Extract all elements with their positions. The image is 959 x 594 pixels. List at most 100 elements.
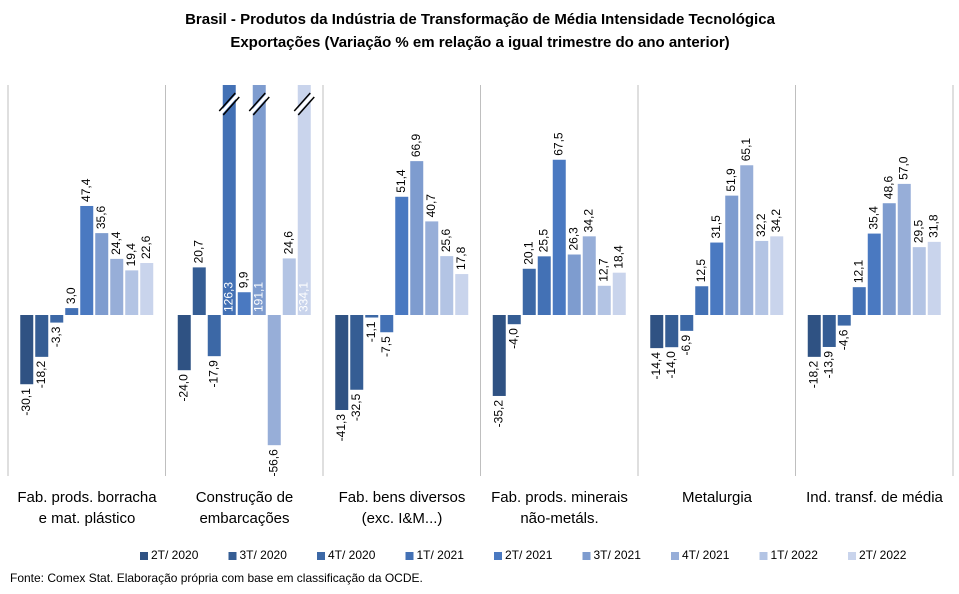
data-label: 19,4 [124,243,138,267]
bar [755,240,769,315]
legend-swatch [317,552,325,560]
bar [365,315,379,318]
data-label: 40,7 [424,194,438,218]
data-label: 12,7 [596,258,610,282]
bar [537,256,551,315]
bar [740,165,754,315]
data-label: 29,5 [911,219,925,243]
axis-break [252,96,270,116]
data-label: 20,7 [191,240,205,264]
bar [710,242,724,315]
data-label: 32,2 [754,213,768,237]
data-label: 34,2 [581,209,595,233]
data-label: -6,9 [679,335,693,356]
bar [125,270,139,315]
bar [597,285,611,315]
data-label: -3,3 [49,326,63,347]
data-label: -4,6 [836,329,850,350]
bar [297,85,311,315]
data-label: -1,1 [364,321,378,342]
bar [80,205,94,315]
x-tick-label: Fab. bens diversos (exc. I&M...) [338,489,466,527]
legend-label: 2T/ 2021 [505,548,553,562]
bar [770,236,784,315]
bar [267,315,281,446]
bar [567,254,581,315]
legend-swatch [140,552,148,560]
data-label: 65,1 [739,138,753,162]
bar [897,183,911,315]
data-label: 57,0 [896,156,910,180]
data-label: -30,1 [19,388,33,416]
legend-swatch [759,552,768,560]
bar [222,85,236,315]
data-label: -18,2 [34,361,48,389]
data-label: 191,1 [251,282,265,312]
bar [665,315,679,348]
axis-break [249,95,270,113]
data-label: 66,9 [409,133,423,157]
bar [282,258,296,315]
data-label: 24,6 [281,231,295,255]
data-label: -17,9 [206,360,220,388]
legend-label: 1T/ 2021 [417,548,465,562]
legend-swatch [494,552,502,560]
legend-label: 2T/ 2022 [859,548,907,562]
bar [912,247,926,315]
data-label: 34,2 [769,209,783,233]
bar [20,315,34,385]
source-note: Fonte: Comex Stat. Elaboração própria co… [10,571,423,585]
bar [882,203,896,315]
axis-break [218,92,236,112]
data-label: -7,5 [379,336,393,357]
data-label: 22,6 [139,235,153,259]
data-label: 31,5 [709,215,723,239]
bar [50,315,64,323]
bar [35,315,49,357]
x-tick-label: Ind. transf. de média [806,489,943,506]
bar [822,315,836,347]
bar [725,195,739,315]
legend-label: 3T/ 2020 [240,548,288,562]
data-label: 9,9 [236,271,250,288]
axis-break [297,96,315,116]
data-label: 26,3 [566,227,580,251]
bar [95,233,109,315]
bar [395,196,409,315]
bar [650,315,664,349]
data-label: 35,4 [866,206,880,230]
data-label: 12,1 [851,259,865,283]
data-label: -41,3 [334,414,348,442]
bar [507,315,521,325]
bar [837,315,851,326]
legend-label: 3T/ 2021 [594,548,642,562]
data-label: 3,0 [64,287,78,304]
x-tick-label: Metalurgia [681,489,753,506]
legend-swatch [671,552,679,560]
axis-break [222,96,240,116]
data-label: 47,4 [79,178,93,202]
x-tick-label: Construção de embarcações [195,489,294,527]
bar [522,268,536,315]
data-label: 31,8 [926,214,940,238]
bar [410,161,424,315]
bar [807,315,821,357]
bar [192,267,206,315]
axis-break [219,95,240,113]
chart-title: Brasil - Produtos da Indústria de Transf… [185,11,776,28]
data-label: -14,0 [664,351,678,379]
data-label: 25,6 [439,228,453,252]
data-label: 20,1 [521,241,535,265]
bar [440,256,454,315]
legend-label: 1T/ 2022 [771,548,819,562]
legend-swatch [848,552,856,560]
bar [582,236,596,315]
data-label: 24,4 [109,231,123,255]
data-label: -24,0 [176,374,190,402]
bar [492,315,506,396]
legend-label: 2T/ 2020 [151,548,199,562]
data-label: 12,5 [694,259,708,283]
data-label: 48,6 [881,176,895,200]
axis-break [293,92,311,112]
